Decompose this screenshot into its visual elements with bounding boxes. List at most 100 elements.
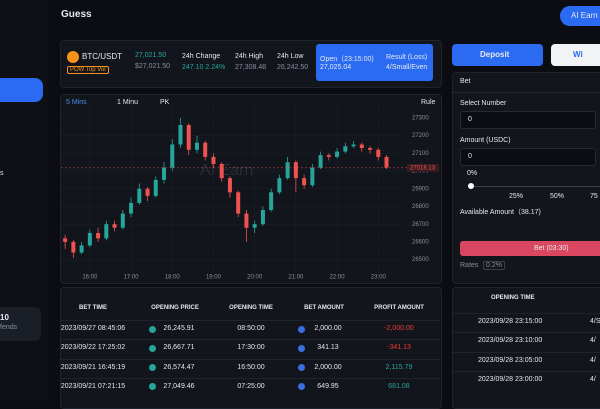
amount-input[interactable]	[460, 148, 596, 166]
sidebar-active[interactable]	[0, 78, 43, 102]
candle-body	[137, 188, 142, 203]
table-cell: 07:25:00	[237, 382, 265, 390]
candle-body	[269, 192, 274, 211]
candle-body	[359, 144, 364, 149]
history-time: 2023/09/28 23:15:00	[478, 318, 543, 325]
table-cell: 08:50:00	[237, 325, 265, 332]
coin-icon	[149, 344, 156, 352]
chart-tab[interactable]: 1 Minu	[117, 99, 139, 106]
x-tick-label: 16:00	[82, 275, 98, 281]
candle-body	[285, 162, 290, 179]
candle-body	[194, 142, 199, 150]
tab-divider	[452, 92, 600, 93]
table-cell: 681.08	[388, 382, 410, 390]
candle-body	[335, 151, 340, 157]
coin-icon	[67, 51, 79, 63]
rates-label: Rates	[460, 262, 479, 269]
table-cell: 26,667.71	[163, 344, 195, 352]
candle-body	[129, 202, 134, 214]
table-cell: 2,115.79	[385, 363, 413, 371]
y-tick-label: 26700	[412, 222, 429, 228]
x-tick-label: 22:00	[330, 275, 346, 281]
table-cell: 26,245.91	[163, 325, 195, 332]
low-label: 24h Low	[277, 53, 304, 60]
candle-chart: 2650026600267002680026900270002710027200…	[61, 102, 439, 281]
withdraw-button[interactable]	[551, 44, 600, 66]
candle-body	[79, 245, 84, 253]
history-time: 2023/09/28 23:00:00	[478, 375, 543, 383]
slider-thumb[interactable]	[468, 183, 474, 189]
table-cell: 2023/09/21 16:45:19	[60, 363, 126, 371]
candle-body	[145, 188, 150, 196]
y-tick-label: 26600	[412, 239, 429, 245]
table-header: OPENING PRICE	[151, 305, 199, 311]
chart-tab[interactable]: PK	[160, 99, 170, 106]
page: s 10 fends Guess AI Earn BTC/USDT 27,021…	[0, 6, 600, 409]
row-divider	[452, 370, 600, 372]
sidebar-card	[0, 307, 41, 341]
candle-body	[376, 149, 381, 157]
table-cell: -341.13	[387, 344, 411, 352]
x-tick-label: 19:00	[206, 275, 222, 281]
bet-button[interactable]	[460, 241, 600, 256]
row-divider	[452, 332, 600, 334]
y-tick-label: 27100	[412, 151, 429, 157]
candle-body	[310, 167, 315, 186]
number-input[interactable]	[460, 111, 596, 129]
candle-body	[63, 238, 68, 242]
candle-body	[260, 210, 265, 225]
deposit-label: Deposit	[480, 50, 510, 59]
x-tick-label: 21:00	[288, 275, 304, 281]
candle-body	[96, 233, 101, 239]
open-box	[316, 44, 433, 81]
table-cell: 2023/09/22 17:25:02	[60, 344, 126, 352]
table-header: OPENING TIME	[229, 305, 273, 311]
y-tick-label: 26800	[412, 204, 429, 210]
table-cell: 26,574.47	[163, 363, 195, 371]
history-result: 4/	[590, 337, 596, 345]
price: 27,021.50	[135, 52, 167, 59]
candle-body	[162, 167, 167, 180]
candle-body	[293, 162, 298, 179]
bet-tab[interactable]: Bet	[460, 78, 471, 85]
history-result: 4/S	[590, 318, 600, 325]
candle-body	[87, 233, 92, 246]
chart-tab[interactable]: 5 Mins	[66, 99, 87, 106]
x-tick-label: 20:00	[247, 275, 263, 281]
table-cell: 2,000.00	[314, 325, 342, 332]
slider-mark: 25%	[509, 193, 524, 200]
row-divider	[60, 339, 440, 341]
candle-body	[186, 125, 191, 150]
last-price-box	[407, 163, 439, 172]
candle-body	[343, 146, 348, 152]
table-cell: 17:30:00	[237, 344, 265, 352]
result-label: Result (Loss)	[386, 54, 428, 61]
number-label: Select Number	[460, 100, 507, 107]
slider-mark: 50%	[550, 193, 565, 200]
history-result: 4/	[590, 375, 596, 383]
page-title: Guess	[61, 9, 92, 20]
deposit-button[interactable]	[452, 44, 543, 66]
x-tick-label: 17:00	[124, 275, 140, 281]
row-divider	[452, 313, 600, 314]
candle-body	[219, 163, 224, 179]
y-tick-label: 27300	[412, 116, 429, 122]
candle-body	[302, 178, 307, 186]
candle-body	[178, 125, 183, 145]
row-divider	[60, 320, 440, 321]
open-value: 27,025.04	[320, 64, 352, 71]
last-price-label: 27018.13	[410, 165, 436, 171]
coin-icon	[149, 364, 156, 372]
slider-track	[471, 186, 600, 187]
history-header: OPENING TIME	[491, 295, 535, 301]
candle-body	[153, 179, 158, 196]
amount-label: Amount (USDC)	[460, 137, 511, 144]
ai-earn-button[interactable]: AI Earn	[560, 6, 600, 26]
sidebar-item[interactable]: s	[0, 170, 4, 177]
candle-body	[236, 192, 241, 214]
rule-link[interactable]: Rule	[421, 99, 436, 106]
slider-mark: 75	[590, 193, 598, 200]
candle-body	[277, 178, 282, 193]
table-header: BET AMOUNT	[304, 305, 344, 311]
table-cell: 27,049.46	[163, 382, 195, 390]
